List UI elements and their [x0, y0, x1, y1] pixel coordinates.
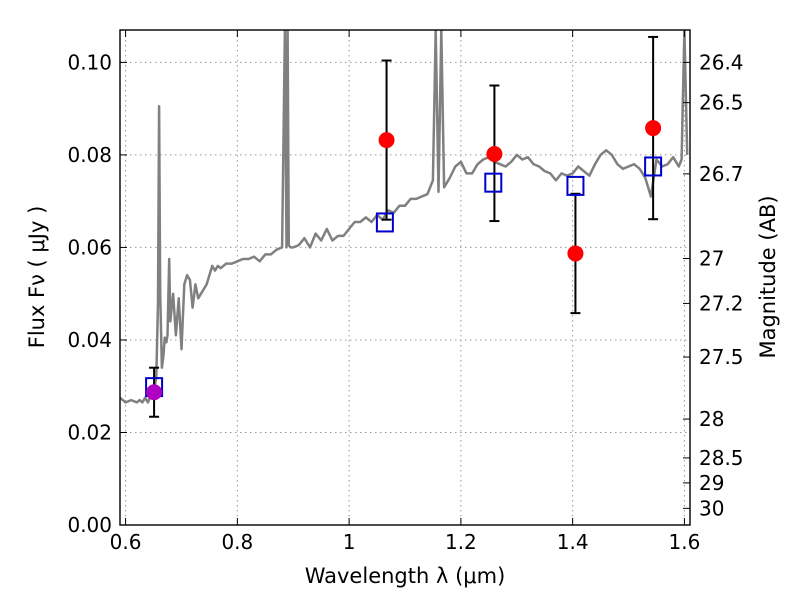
right-tick-label: 27 — [699, 247, 724, 271]
y-tick-label: 0.08 — [67, 143, 112, 167]
x-tick-label: 0.6 — [110, 530, 142, 554]
photometry-markers — [145, 35, 663, 418]
model-photometry-square — [375, 212, 394, 233]
model-photometry-square — [566, 175, 585, 196]
template-spectrum-line — [120, 30, 689, 404]
axis-ticks: 0.6 0.8 1 1.2 1.4 1.6 0.00 0.02 0.04 0.06 0.08 0.10… — [67, 30, 744, 554]
observed-data-point — [378, 132, 395, 149]
right-tick-label: 26.7 — [699, 162, 744, 186]
observed-data-point — [486, 145, 503, 162]
y-tick-label: 0.10 — [67, 50, 112, 74]
y-tick-label: 0.02 — [67, 420, 112, 444]
template-spectrum-layer — [120, 30, 689, 404]
y-tick-label: 0.00 — [67, 513, 112, 537]
x-tick-label: 1.2 — [445, 530, 477, 554]
y-tick-label: 0.04 — [67, 328, 112, 352]
x-tick-label: 1.4 — [557, 530, 589, 554]
right-tick-label: 29 — [699, 471, 724, 495]
observed-data-point — [567, 245, 584, 262]
x-tick-label: 1 — [343, 530, 356, 554]
x-tick-label: 0.8 — [221, 530, 253, 554]
y-tick-label: 0.06 — [67, 235, 112, 259]
observed-data-point — [645, 120, 662, 137]
right-tick-label: 26.4 — [699, 50, 744, 74]
right-tick-label: 30 — [699, 496, 724, 520]
observed-data-point — [146, 384, 163, 401]
x-tick-label: 1.6 — [669, 530, 701, 554]
grid-lines — [120, 30, 690, 525]
model-photometry-square — [644, 156, 663, 177]
right-tick-label: 28.5 — [699, 446, 744, 470]
right-tick-label: 28 — [699, 407, 724, 431]
x-axis-label: Wavelength λ (μm) — [305, 564, 506, 588]
right-tick-label: 27.2 — [699, 291, 744, 315]
y-axis-label: Flux Fν ( μJy ) — [25, 206, 49, 349]
model-photometry-square — [484, 172, 503, 193]
right-tick-label: 27.5 — [699, 345, 744, 369]
right-tick-label: 26.5 — [699, 91, 744, 115]
right-axis-label: Magnitude (AB) — [756, 195, 780, 358]
plot-frame — [119, 29, 691, 526]
